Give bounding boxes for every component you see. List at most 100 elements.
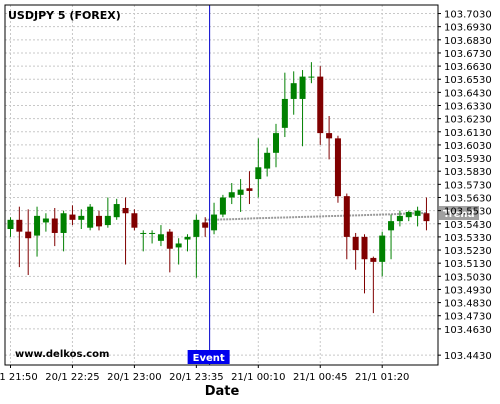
candle-43 [388,214,395,260]
y-tick-label: 103.6930 [444,23,492,34]
candle-body [211,214,218,231]
candle-body [157,234,164,241]
candle-body [228,192,235,198]
candle-42 [379,231,386,277]
candle-body [193,219,200,237]
candles [7,62,430,314]
y-tick-label: 103.4430 [444,351,492,362]
candle-11 [104,197,111,228]
y-tick-label: 103.6130 [444,128,492,139]
candle-body [423,213,430,222]
candle-23 [211,202,218,235]
candle-body [308,76,315,78]
candle-body [370,257,377,262]
watermark: www.delkos.com [15,349,109,360]
candle-body [237,189,244,195]
candle-body [264,152,271,169]
y-tick-label: 103.6330 [444,102,492,113]
candle-12 [113,198,120,220]
y-tick-label: 103.4830 [444,299,492,310]
y-tick-label: 103.5630 [444,193,492,204]
candle-body [42,218,49,223]
y-tick-label: 103.5730 [444,180,492,191]
candle-8 [78,209,85,230]
event-label: Event [193,353,225,364]
candle-41 [370,256,377,314]
y-tick-label: 103.6630 [444,62,492,73]
candle-40 [361,234,368,294]
y-tick-label: 103.6530 [444,75,492,86]
candle-22 [202,217,209,237]
candle-body [334,138,341,197]
candle-body [246,188,253,191]
candle-body [131,213,138,228]
candle-29 [264,147,271,177]
candle-7 [69,205,76,226]
trend-label-box [439,205,479,220]
candle-35 [317,66,324,145]
candle-6 [60,210,67,252]
candle-body [122,207,129,214]
candle-38 [343,193,350,260]
candle-body [60,213,67,233]
candle-body [202,222,209,228]
candle-46 [414,206,421,227]
chart-title: USDJPY 5 (FOREX) [8,9,121,22]
x-tick-label: 20/1 22:25 [45,372,99,383]
candle-body [166,231,173,249]
candle-body [104,215,111,226]
candle-13 [122,197,129,265]
candle-10 [96,210,102,231]
candle-body [96,215,102,227]
candle-body [352,236,359,251]
y-tick-label: 103.5130 [444,259,492,270]
y-tick-label: 103.4730 [444,312,492,323]
candle-0 [7,217,14,237]
candle-16 [149,230,156,244]
y-tick-label: 103.5530 [444,207,492,218]
plot-frame [4,4,439,366]
candle-body [87,206,94,228]
candle-4 [42,213,49,232]
candle-34 [308,62,315,84]
candle-body [388,221,395,231]
candle-body [317,76,324,134]
candle-body [255,167,262,180]
y-tick-label: 103.6230 [444,115,492,126]
candle-15 [140,230,147,252]
y-tick-label: 103.4630 [444,325,492,336]
y-tick-label: 103.5430 [444,220,492,231]
candle-47 [423,197,430,231]
y-tick-label: 103.5230 [444,246,492,257]
candle-26 [237,179,244,212]
candle-body [184,236,191,240]
candle-45 [405,210,412,222]
y-axis-ticks: 103.4430 103.4630 103.4730 103.4830 103.4930… [438,10,492,362]
y-tick-label: 103.5030 [444,272,492,283]
x-tick-label: 20/1 21:50 [0,372,38,383]
candle-37 [334,135,341,203]
candle-body [281,98,288,128]
x-axis-label: Date [205,384,240,399]
y-tick-label: 103.4930 [444,285,492,296]
grid-lines [5,5,438,365]
candle-25 [228,183,235,205]
y-tick-label: 103.6730 [444,49,492,60]
candle-19 [175,238,182,265]
candle-body [140,232,147,234]
trend-polyline [205,212,427,221]
y-tick-label: 103.5330 [444,233,492,244]
candle-body [16,219,23,232]
candle-body [175,243,182,248]
candle-31 [281,72,288,138]
candle-1 [16,206,23,268]
y-tick-label: 103.6430 [444,88,492,99]
candle-28 [255,138,262,198]
candle-body [273,133,279,153]
event-label-box [187,350,230,364]
candle-27 [246,171,253,205]
candle-14 [131,209,138,231]
x-tick-label: 21/1 00:45 [293,372,347,383]
x-tick-label: 21/1 00:10 [231,372,285,383]
